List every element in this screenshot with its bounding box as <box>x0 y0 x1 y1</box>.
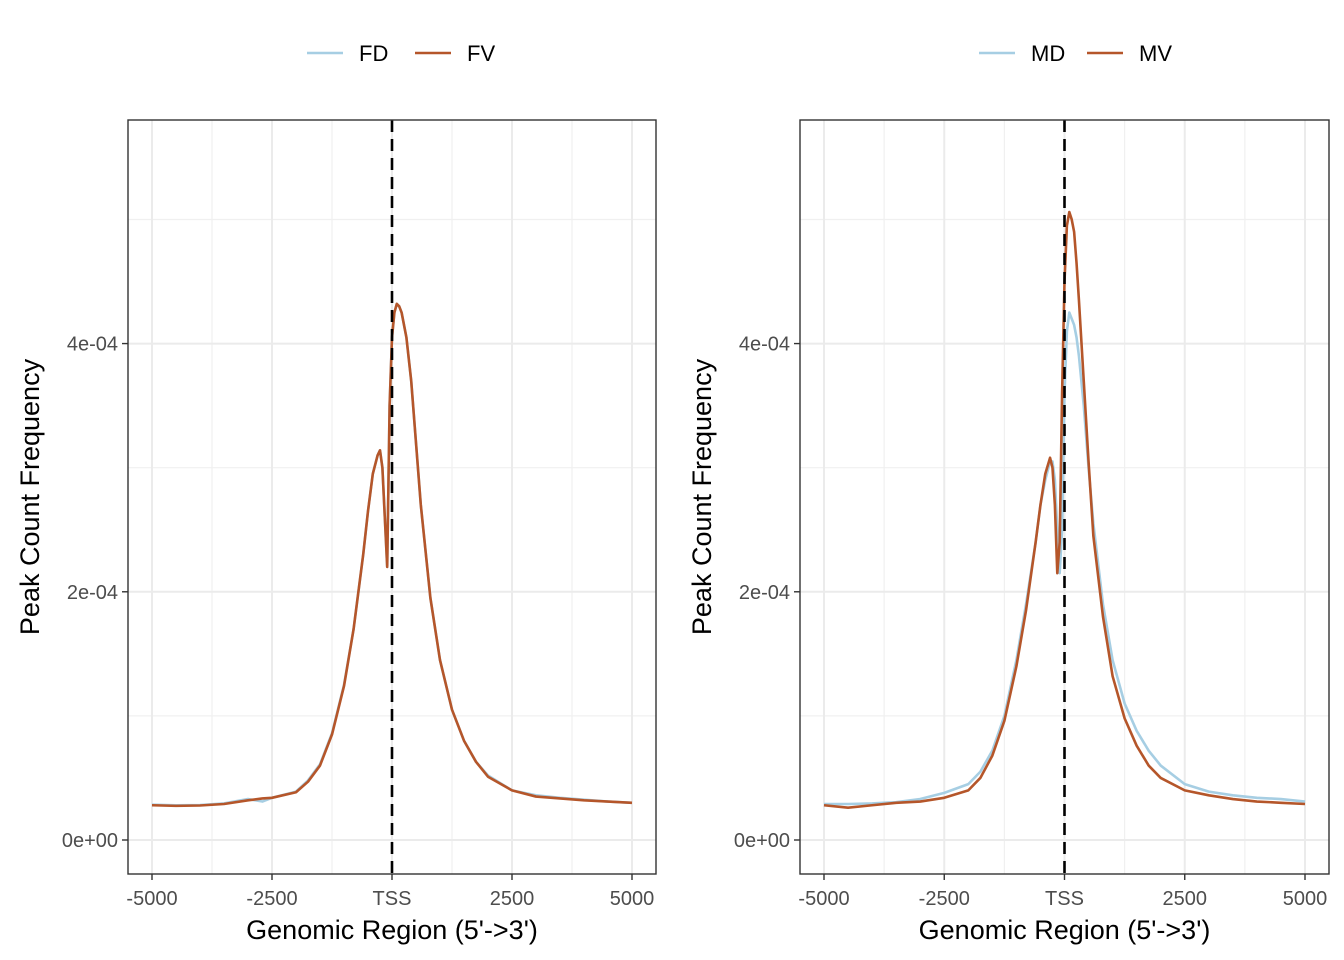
x-tick-label: -5000 <box>126 888 177 910</box>
x-tick-label: 5000 <box>1283 888 1328 910</box>
x-tick-label: -5000 <box>798 888 849 910</box>
y-tick-label: 4e-04 <box>739 334 790 356</box>
legend-label-md: MD <box>1031 41 1065 66</box>
x-tick-label: TSS <box>1045 888 1084 910</box>
y-axis-title: Peak Count Frequency <box>687 358 717 635</box>
y-tick-label: 2e-04 <box>739 582 790 604</box>
y-axis-title: Peak Count Frequency <box>15 358 45 635</box>
x-axis-title: Genomic Region (5'->3') <box>919 915 1211 945</box>
y-tick-label: 4e-04 <box>67 334 118 356</box>
legend-label-fv: FV <box>467 41 495 66</box>
x-tick-label: 2500 <box>1163 888 1208 910</box>
legend-label-fd: FD <box>359 41 388 66</box>
x-axis-title: Genomic Region (5'->3') <box>246 915 538 945</box>
legend-label-mv: MV <box>1139 41 1172 66</box>
chart-panel-1: -5000 -2500 TSS 2500 5000 0e+00 2e-04 4e-04 Geno… <box>15 41 657 945</box>
x-tick-label: -2500 <box>919 888 970 910</box>
y-tick-label: 0e+00 <box>734 830 790 852</box>
y-tick-label: 0e+00 <box>62 830 118 852</box>
legend: MD MV <box>979 41 1172 66</box>
x-tick-label: 5000 <box>610 888 655 910</box>
x-tick-label: -2500 <box>246 888 297 910</box>
y-tick-label: 2e-04 <box>67 582 118 604</box>
legend: FD FV <box>307 41 495 66</box>
series-line-fv <box>151 302 633 808</box>
x-tick-label: TSS <box>373 888 412 910</box>
chart-panel-2: -5000 -2500 TSS 2500 5000 0e+00 2e-04 4e-04 Geno… <box>687 41 1330 945</box>
x-tick-label: 2500 <box>490 888 535 910</box>
